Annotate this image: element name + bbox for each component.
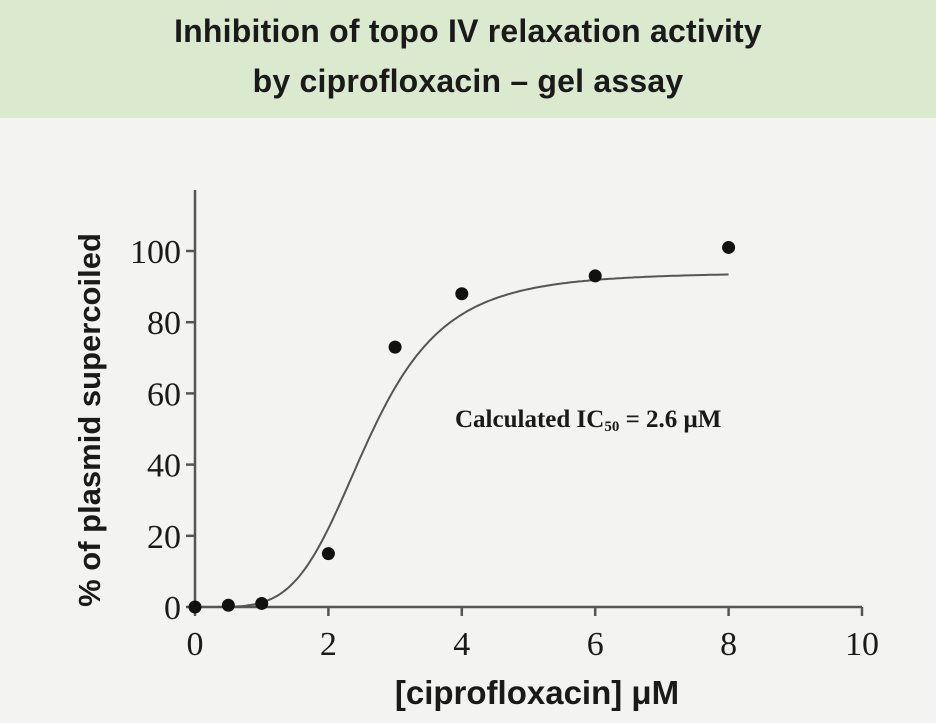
- x-tick-label: 4: [453, 626, 470, 663]
- x-ticks: 0 2 4 6 8 10: [187, 607, 879, 663]
- x-axis-label: [ciprofloxacin] μM: [395, 674, 679, 711]
- data-point: [321, 547, 335, 561]
- data-point: [221, 598, 235, 612]
- y-tick-label: 0: [164, 590, 181, 627]
- x-tick-label: 8: [720, 626, 737, 663]
- y-ticks: 0 20 40 60 80 100: [130, 234, 195, 627]
- data-point: [255, 596, 269, 610]
- y-tick-label: 80: [147, 305, 181, 342]
- y-tick-label: 100: [130, 234, 181, 271]
- x-tick-label: 10: [845, 626, 879, 663]
- chart-title-line-1: Inhibition of topo IV relaxation activit…: [174, 13, 762, 49]
- data-point: [188, 600, 202, 614]
- x-tick-label: 0: [187, 626, 204, 663]
- title-banner: Inhibition of topo IV relaxation activit…: [0, 0, 936, 118]
- y-tick-label: 40: [147, 448, 181, 485]
- data-point: [388, 340, 402, 354]
- fit-curve: [195, 273, 729, 608]
- plot-background: [0, 118, 936, 723]
- x-tick-label: 6: [587, 626, 604, 663]
- y-axis-label: % of plasmid supercoiled: [72, 233, 107, 607]
- ic50-annotation-subscript: 50: [604, 419, 619, 435]
- data-point: [722, 240, 736, 254]
- data-point: [455, 287, 469, 301]
- ic50-annotation-prefix: Calculated IC: [455, 406, 604, 433]
- y-tick-label: 60: [147, 376, 181, 413]
- x-tick-label: 2: [320, 626, 337, 663]
- ic50-annotation: Calculated IC50 = 2.6 μM: [455, 406, 721, 435]
- data-point: [588, 269, 602, 283]
- ic50-annotation-suffix: = 2.6 μM: [619, 406, 721, 433]
- chart-title-line-2: by ciprofloxacin – gel assay: [252, 63, 684, 99]
- y-tick-label: 20: [147, 519, 181, 556]
- data-points: [188, 240, 736, 614]
